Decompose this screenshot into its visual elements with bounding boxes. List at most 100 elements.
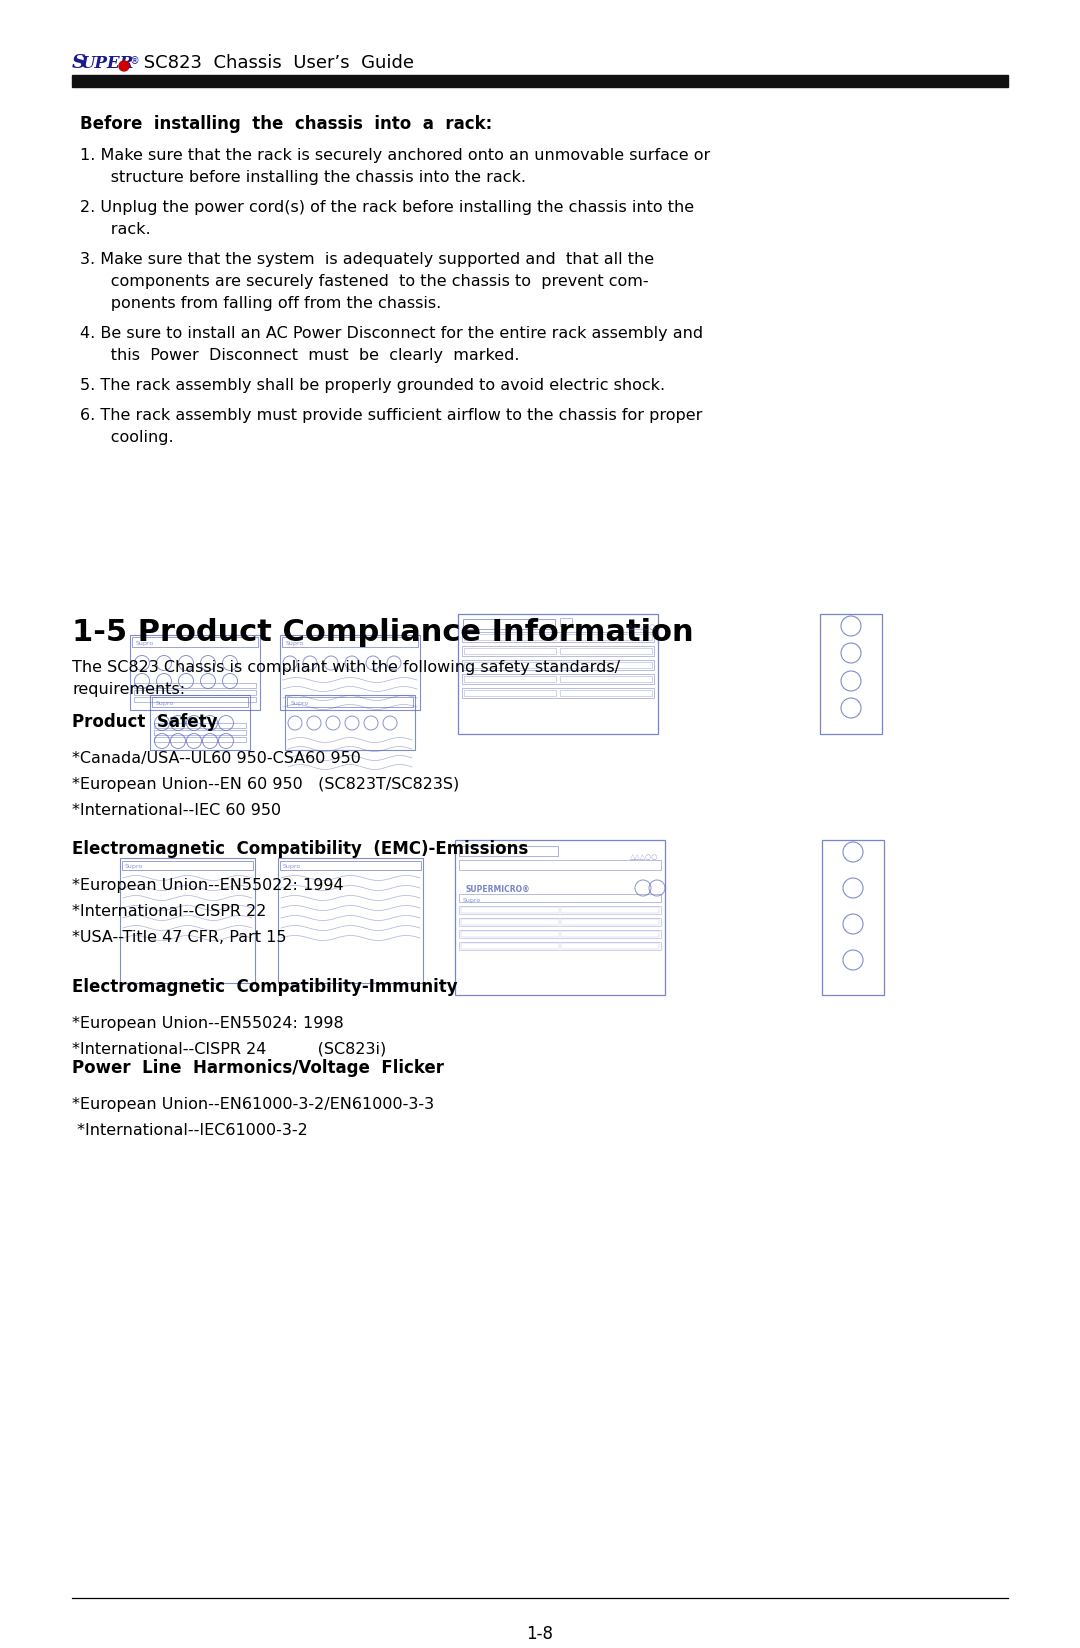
Bar (561, 634, 652, 639)
Bar (285, 695, 415, 750)
Text: Electromagnetic  Compatibility-Immunity: Electromagnetic Compatibility-Immunity (72, 977, 458, 995)
Text: components are securely fastened  to the chassis to  prevent com-: components are securely fastened to the … (80, 274, 649, 288)
Bar (134, 682, 256, 687)
Bar (464, 648, 556, 654)
Bar (132, 638, 258, 648)
Bar (280, 634, 420, 710)
Bar (462, 631, 654, 643)
Bar (561, 931, 659, 938)
Bar (120, 859, 255, 982)
Text: Supro: Supro (283, 864, 301, 868)
Text: Supro: Supro (291, 700, 309, 705)
Bar (561, 648, 652, 654)
Text: 3. Make sure that the system  is adequately supported and  that all the: 3. Make sure that the system is adequate… (80, 252, 654, 267)
Bar (280, 860, 421, 870)
Bar (461, 920, 559, 925)
Text: Supro: Supro (463, 898, 482, 903)
Text: *European Union--EN 60 950   (SC823T/SC823S): *European Union--EN 60 950 (SC823T/SC823… (72, 776, 459, 793)
Text: S: S (72, 54, 86, 73)
Bar (122, 860, 253, 870)
Text: *European Union--EN61000-3-2/EN61000-3-3: *European Union--EN61000-3-2/EN61000-3-3 (72, 1098, 434, 1112)
Text: Electromagnetic  Compatibility  (EMC)-Emissions: Electromagnetic Compatibility (EMC)-Emis… (72, 840, 528, 859)
Bar (822, 840, 885, 995)
Bar (154, 723, 246, 728)
Bar (561, 943, 659, 949)
Text: Supro: Supro (136, 641, 154, 646)
Bar (72, 76, 1008, 87)
Bar (461, 906, 559, 913)
Text: Supro: Supro (156, 700, 174, 705)
Bar (461, 931, 559, 938)
Bar (464, 662, 556, 667)
Text: 2. Unplug the power cord(s) of the rack before installing the chassis into the: 2. Unplug the power cord(s) of the rack … (80, 199, 694, 214)
Bar (820, 615, 882, 733)
Text: 6. The rack assembly must provide sufficient airflow to the chassis for proper: 6. The rack assembly must provide suffic… (80, 409, 702, 424)
Bar (561, 906, 659, 913)
Bar (561, 676, 652, 682)
Bar (464, 634, 556, 639)
Text: 1. Make sure that the rack is securely anchored onto an unmovable surface or: 1. Make sure that the rack is securely a… (80, 148, 711, 163)
Bar (154, 730, 246, 735)
Text: 1-8: 1-8 (527, 1625, 554, 1643)
Bar (154, 737, 246, 742)
Text: 1-5 Product Compliance Information: 1-5 Product Compliance Information (72, 618, 693, 648)
Bar (134, 691, 256, 695)
Text: *International--IEC 60 950: *International--IEC 60 950 (72, 803, 281, 817)
Text: △△△○○: △△△○○ (627, 625, 657, 630)
Bar (459, 906, 661, 915)
Text: Before  installing  the  chassis  into  a  rack:: Before installing the chassis into a rac… (80, 115, 492, 133)
Text: △△△○○: △△△○○ (630, 854, 659, 860)
Bar (459, 918, 661, 926)
Text: *USA--Title 47 CFR, Part 15: *USA--Title 47 CFR, Part 15 (72, 929, 286, 944)
Text: *International--IEC61000-3-2: *International--IEC61000-3-2 (72, 1122, 308, 1139)
Text: Power  Line  Harmonics/Voltage  Flicker: Power Line Harmonics/Voltage Flicker (72, 1060, 444, 1078)
Text: *Canada/USA--UL60 950-CSA60 950: *Canada/USA--UL60 950-CSA60 950 (72, 751, 361, 766)
Text: SC823  Chassis  User’s  Guide: SC823 Chassis User’s Guide (138, 54, 414, 73)
Text: structure before installing the chassis into the rack.: structure before installing the chassis … (80, 170, 526, 185)
Bar (561, 920, 659, 925)
Bar (152, 697, 248, 707)
Bar (462, 659, 654, 671)
Text: UPER: UPER (81, 54, 135, 73)
Bar (150, 695, 249, 750)
Bar (561, 691, 652, 695)
Text: Product  Safety: Product Safety (72, 714, 217, 732)
Bar (130, 634, 260, 710)
Bar (287, 697, 413, 707)
Text: ponents from falling off from the chassis.: ponents from falling off from the chassi… (80, 297, 442, 311)
Bar (462, 674, 654, 684)
Text: requirements:: requirements: (72, 682, 185, 697)
Text: Supro: Supro (125, 864, 144, 868)
Bar (459, 893, 661, 901)
Bar (455, 840, 665, 995)
Text: *European Union--EN55022: 1994: *European Union--EN55022: 1994 (72, 878, 343, 893)
Bar (464, 691, 556, 695)
Bar (459, 860, 661, 870)
Bar (462, 646, 654, 656)
Bar (464, 676, 556, 682)
Text: *International--CISPR 22: *International--CISPR 22 (72, 905, 267, 920)
Text: 5. The rack assembly shall be properly grounded to avoid electric shock.: 5. The rack assembly shall be properly g… (80, 377, 665, 392)
Bar (462, 687, 654, 699)
Bar (278, 859, 423, 982)
Text: cooling.: cooling. (80, 430, 174, 445)
Bar (459, 943, 661, 949)
Text: SUPERMICRO®: SUPERMICRO® (465, 885, 529, 893)
Bar (461, 943, 559, 949)
Bar (282, 638, 418, 648)
Text: *European Union--EN55024: 1998: *European Union--EN55024: 1998 (72, 1017, 343, 1032)
Text: 4. Be sure to install an AC Power Disconnect for the entire rack assembly and: 4. Be sure to install an AC Power Discon… (80, 326, 703, 341)
Text: *International--CISPR 24          (SC823i): *International--CISPR 24 (SC823i) (72, 1042, 387, 1056)
Text: ®: ® (130, 56, 139, 66)
Text: Supro: Supro (286, 641, 305, 646)
Circle shape (119, 61, 129, 71)
Bar (459, 929, 661, 938)
Bar (561, 662, 652, 667)
Bar (561, 618, 572, 626)
Bar (459, 845, 558, 855)
Bar (463, 620, 555, 630)
Text: rack.: rack. (80, 222, 150, 237)
Bar (134, 697, 256, 702)
Bar (458, 615, 658, 733)
Text: The SC823 Chassis is compliant with the following safety standards/: The SC823 Chassis is compliant with the … (72, 659, 620, 676)
